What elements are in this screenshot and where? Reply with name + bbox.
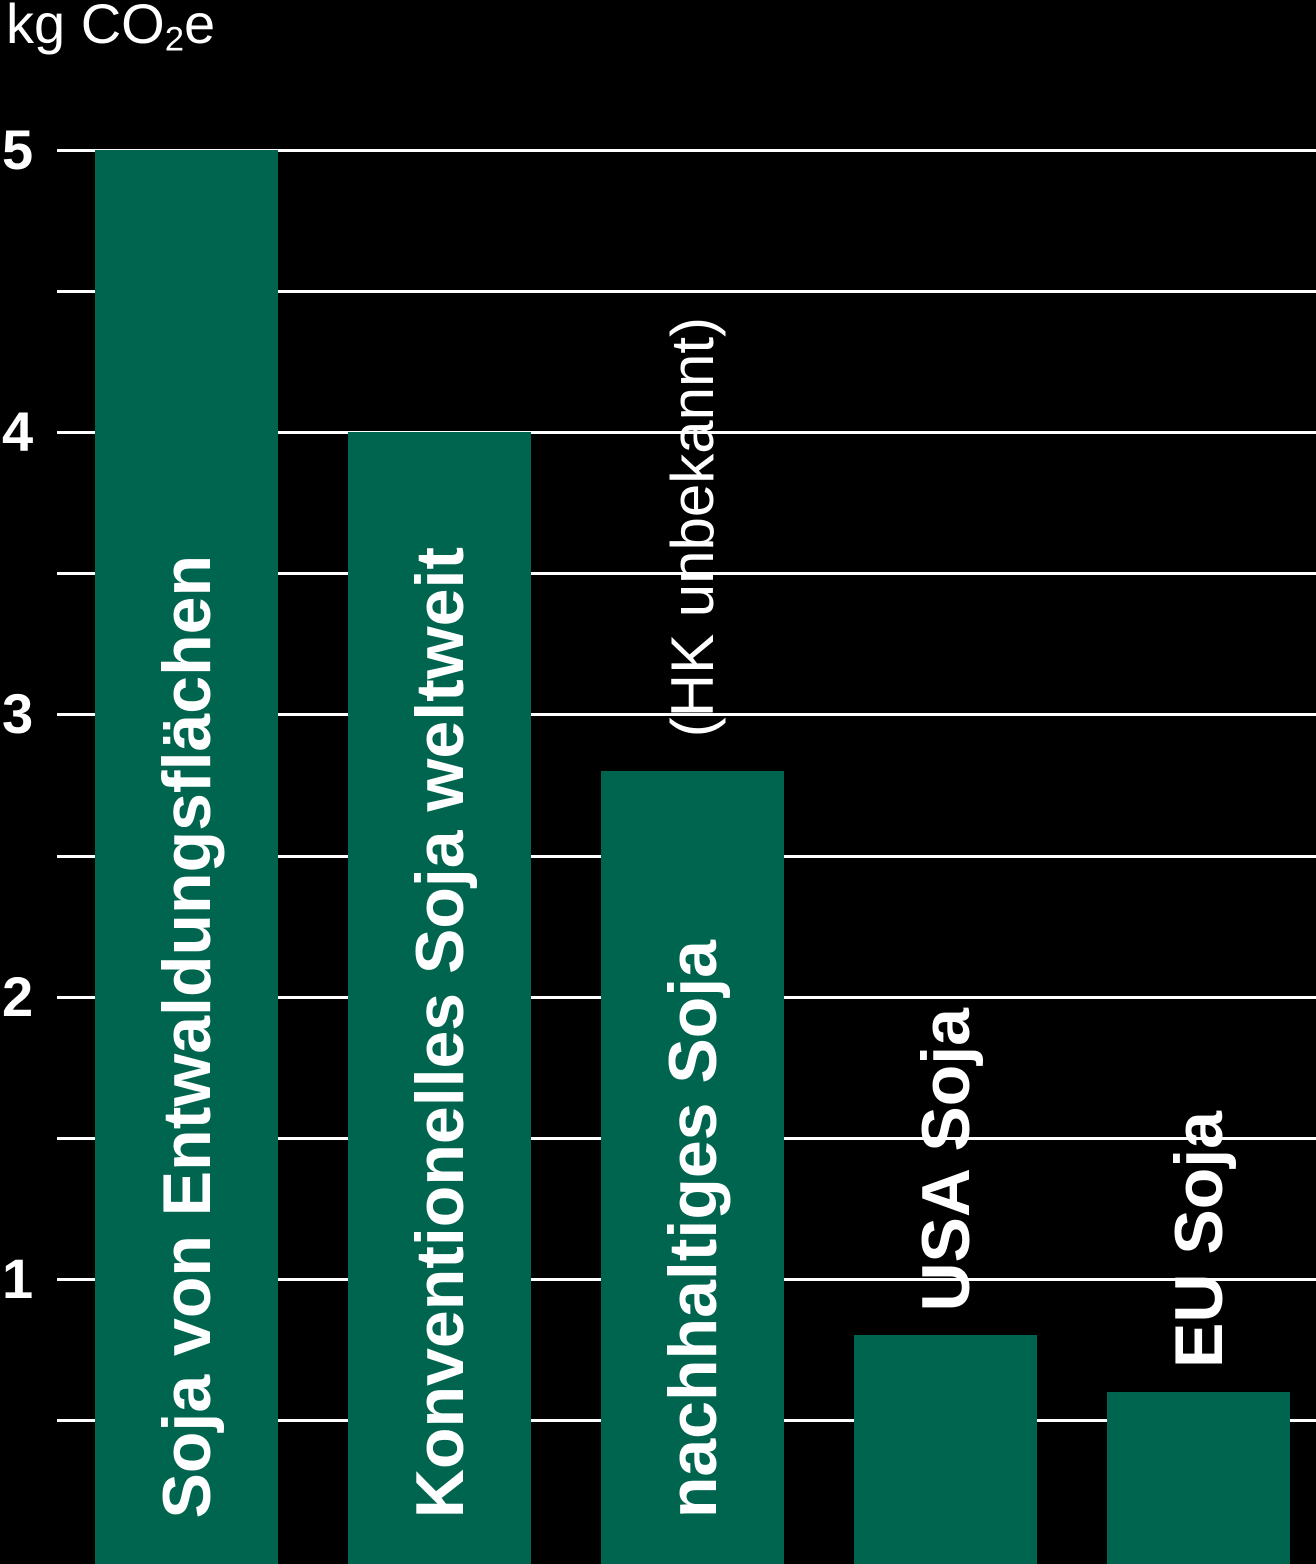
bar-annotation-2: (HK unbekannt) (658, 316, 726, 737)
y-axis-tick-label-4: 4 (2, 400, 33, 464)
bar-label-1: Konventionelles Soja weltweit (401, 546, 478, 1518)
bar-2: nachhaltiges Soja (HK unbekannt) (601, 317, 784, 1564)
unit-subscript: 2 (164, 20, 185, 59)
bar-1: Konventionelles Soja weltweit (348, 432, 531, 1564)
bar-label-0: Soja von Entwaldungsflächen (148, 554, 225, 1518)
y-axis-tick-label-2: 2 (2, 964, 33, 1028)
gridline-3.5 (57, 572, 1316, 576)
y-axis-tick-label-5: 5 (2, 117, 33, 181)
y-axis-unit-label: kg CO2e (6, 0, 215, 60)
bar-label-4: EU Soja (1160, 1110, 1237, 1368)
y-axis-tick-label-1: 1 (2, 1246, 33, 1310)
gridline-4 (57, 431, 1316, 435)
gridline-5 (57, 149, 1316, 152)
bar-4: EU Soja (1107, 1111, 1290, 1564)
bar-3: USA Soja (854, 1008, 1037, 1564)
bar-label-2: nachhaltiges Soja (654, 939, 731, 1518)
gridline-3 (57, 713, 1316, 717)
bar-0: Soja von Entwaldungsflächen (95, 150, 278, 1564)
gridline-4.5 (57, 290, 1316, 294)
y-axis-tick-label-3: 3 (2, 682, 33, 746)
unit-suffix: e (184, 0, 216, 55)
unit-prefix: kg CO (6, 0, 165, 55)
bar-label-3: USA Soja (907, 1007, 984, 1312)
